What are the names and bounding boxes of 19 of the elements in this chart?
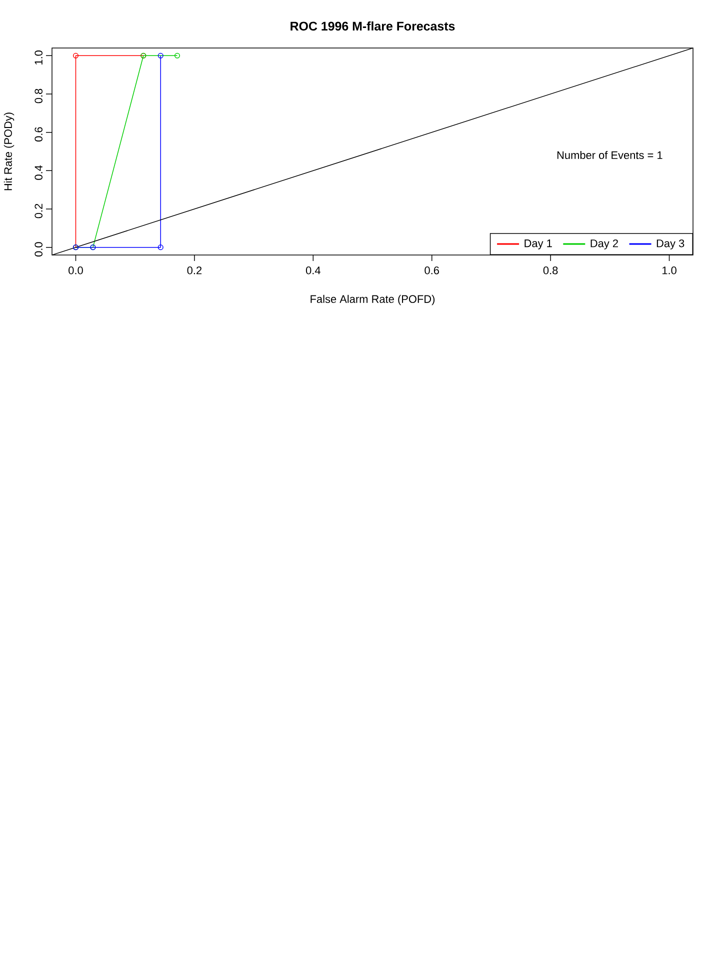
y-tick-label: 0.2 — [34, 204, 42, 218]
x-tick-label: 0.4 — [306, 266, 320, 274]
legend-label: Day 1 — [524, 240, 552, 250]
x-tick-label: 0.2 — [187, 266, 202, 274]
chart-title: ROC 1996 M-flare Forecasts — [290, 21, 455, 31]
annotation: Number of Events = 1 — [557, 150, 662, 160]
x-tick-label: 0.6 — [424, 266, 439, 274]
y-tick-label: 0.0 — [34, 242, 42, 257]
x-tick-label: 1.0 — [662, 266, 676, 274]
y-axis-title: Hit Rate (PODy) — [4, 112, 14, 190]
y-tick-label: 0.6 — [34, 127, 42, 142]
legend-label: Day 3 — [656, 239, 684, 250]
y-tick-label: 0.4 — [34, 165, 42, 180]
x-tick-label: 0.8 — [543, 266, 558, 274]
x-tick-label: 0.0 — [68, 266, 83, 274]
legend-label: Day 2 — [590, 239, 618, 250]
x-axis-title: False Alarm Rate (POFD) — [310, 294, 435, 306]
y-tick-label: 0.8 — [34, 88, 42, 104]
y-tick-label: 1.0 — [34, 50, 42, 64]
